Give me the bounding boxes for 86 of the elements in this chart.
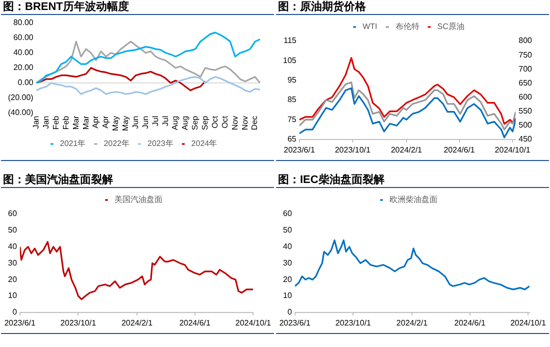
y-tick-label: 20 (8, 274, 18, 284)
x-tick-label: Mar (71, 116, 80, 130)
x-tick-label: Sep (190, 115, 200, 130)
y-tick-label: 30 (282, 258, 292, 268)
x-tick-label: 2024/2/1 (121, 318, 154, 328)
y-tick-label: 75 (287, 114, 297, 124)
legend-label: WTI (362, 22, 378, 32)
y-tick-label: 0 (12, 308, 18, 317)
x-tick-label: Nov (240, 116, 250, 130)
x-tick-label: Jun (140, 116, 150, 129)
legend-label: 美国汽油盘面 (114, 195, 162, 204)
legend-label: SC原油 (437, 22, 464, 32)
x-tick-label: Jan (41, 116, 50, 129)
x-tick-label: 2023/6/1 (279, 318, 312, 328)
x-tick-label: 2023/10/1 (335, 318, 372, 328)
chart-title: 图：IEC柴油盘面裂解 (276, 173, 549, 188)
y-tick-label: 40 (282, 242, 292, 252)
x-tick-label: Aug (180, 116, 190, 130)
x-tick-label: Jul (160, 116, 170, 126)
y-tick-label: 40.00 (13, 48, 34, 58)
x-tick-label: Feb (51, 115, 60, 130)
x-tick-label: Oct (210, 115, 220, 128)
y-tick-label: 50 (282, 226, 292, 235)
y-tick-label: 115 (284, 36, 297, 46)
x-tick-label: Sep (200, 115, 210, 130)
x-tick-label: 2024/6/1 (444, 145, 476, 154)
x-tick-label: 2024/10/1 (510, 318, 546, 328)
y-tick-label: 0.00 (18, 78, 34, 88)
x-tick-label: 2024/2/1 (396, 318, 428, 328)
y-tick-label: 80.00 (13, 18, 34, 28)
y-tick-label: 40 (8, 242, 18, 252)
y-tick-label: 60 (282, 209, 292, 218)
y2-tick-label: 500 (518, 120, 533, 130)
y-tick-label: 105 (282, 56, 297, 65)
x-tick-label: Nov (230, 116, 240, 130)
x-tick-label: Oct (220, 115, 230, 128)
y-tick-label: 30 (8, 258, 18, 268)
chart-title: 图：美国汽油盘面裂解 (1, 173, 274, 188)
x-tick-label: 2024/10/1 (494, 145, 531, 154)
x-tick-label: 2024/6/1 (179, 318, 211, 328)
y-tick-label: 95 (287, 76, 297, 85)
x-tick-label: Aug (170, 116, 180, 130)
chart-title: 图：BRENT历年波动幅度 (1, 0, 274, 15)
y2-tick-label: 750 (518, 50, 533, 60)
x-tick-label: Mar (81, 116, 90, 130)
y-tick-label: (40.00) (8, 108, 34, 118)
x-tick-label: 2023/10/1 (334, 145, 372, 154)
y2-tick-label: 550 (518, 106, 533, 116)
y2-tick-label: 650 (518, 78, 533, 88)
x-tick-label: May (121, 116, 130, 132)
y-tick-label: 60 (8, 209, 18, 218)
y-tick-label: 65 (287, 134, 297, 144)
x-tick-label: 2024/2/1 (390, 145, 423, 154)
chart-title: 图：原油期货价格 (276, 0, 549, 15)
legend-label: 2021年 (60, 139, 86, 148)
y-tick-label: 10 (282, 291, 292, 300)
x-tick-label: Feb (61, 115, 70, 130)
y-tick-label: 85 (287, 95, 297, 104)
x-tick-label: Jul (150, 116, 160, 126)
x-tick-label: Apr (91, 116, 100, 128)
x-tick-label: 2023/10/1 (60, 318, 97, 328)
y-tick-label: 60.00 (13, 33, 34, 42)
legend-label: 欧洲柴油盘面 (390, 195, 438, 204)
y-tick-label: 10 (8, 291, 18, 300)
x-tick-label: Jan (32, 116, 41, 129)
y-tick-label: (20.00) (8, 93, 34, 102)
y2-tick-label: 450 (518, 134, 533, 144)
x-tick-label: Dec (250, 116, 260, 130)
legend-label: 2024年 (191, 139, 218, 148)
y-tick-label: 0 (287, 308, 292, 317)
x-tick-label: 2023/6/1 (284, 145, 316, 154)
legend-label: 布伦特 (395, 22, 420, 32)
legend-label: 2022年 (104, 139, 130, 148)
x-tick-label: 2024/10/1 (235, 318, 272, 328)
y-tick-label: 20.00 (13, 63, 34, 72)
x-tick-label: 2023/6/1 (4, 318, 36, 328)
x-tick-label: Jun (130, 116, 140, 129)
legend-label: 2023年 (148, 139, 174, 148)
x-tick-label: 2024/6/1 (454, 318, 486, 328)
y2-tick-label: 600 (518, 92, 533, 102)
x-tick-label: Apr (101, 116, 110, 128)
y2-tick-label: 700 (518, 64, 533, 74)
y-tick-label: 50 (8, 226, 18, 235)
y-tick-label: 20 (282, 274, 292, 284)
y2-tick-label: 800 (518, 36, 533, 46)
x-tick-label: May (111, 116, 120, 132)
